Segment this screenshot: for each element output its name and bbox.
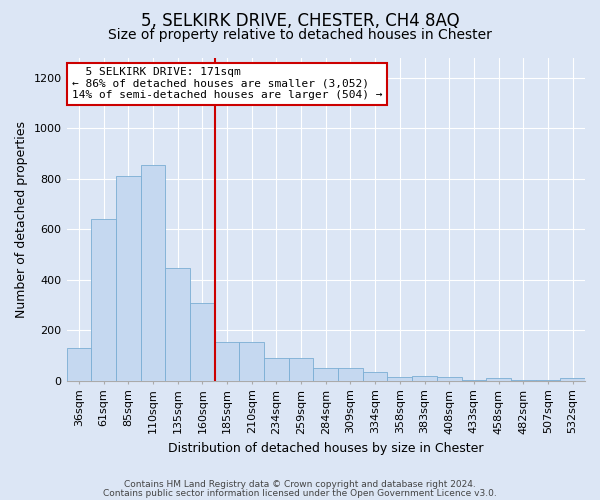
Y-axis label: Number of detached properties: Number of detached properties	[15, 120, 28, 318]
Bar	[461, 380, 486, 381]
Bar	[239, 342, 264, 381]
Bar	[165, 268, 190, 381]
Bar	[437, 377, 461, 381]
Text: 5 SELKIRK DRIVE: 171sqm  
← 86% of detached houses are smaller (3,052)
14% of se: 5 SELKIRK DRIVE: 171sqm ← 86% of detache…	[72, 67, 382, 100]
Bar	[116, 176, 140, 381]
Bar	[140, 165, 165, 381]
Bar	[289, 358, 313, 381]
Text: 5, SELKIRK DRIVE, CHESTER, CH4 8AQ: 5, SELKIRK DRIVE, CHESTER, CH4 8AQ	[140, 12, 460, 30]
Bar	[190, 302, 215, 381]
Bar	[264, 358, 289, 381]
X-axis label: Distribution of detached houses by size in Chester: Distribution of detached houses by size …	[168, 442, 484, 455]
Text: Contains HM Land Registry data © Crown copyright and database right 2024.: Contains HM Land Registry data © Crown c…	[124, 480, 476, 489]
Bar	[486, 378, 511, 381]
Text: Size of property relative to detached houses in Chester: Size of property relative to detached ho…	[108, 28, 492, 42]
Bar	[536, 380, 560, 381]
Bar	[560, 378, 585, 381]
Bar	[215, 342, 239, 381]
Bar	[91, 219, 116, 381]
Bar	[338, 368, 363, 381]
Bar	[67, 348, 91, 381]
Bar	[511, 380, 536, 381]
Bar	[388, 377, 412, 381]
Bar	[412, 376, 437, 381]
Bar	[313, 368, 338, 381]
Text: Contains public sector information licensed under the Open Government Licence v3: Contains public sector information licen…	[103, 489, 497, 498]
Bar	[363, 372, 388, 381]
